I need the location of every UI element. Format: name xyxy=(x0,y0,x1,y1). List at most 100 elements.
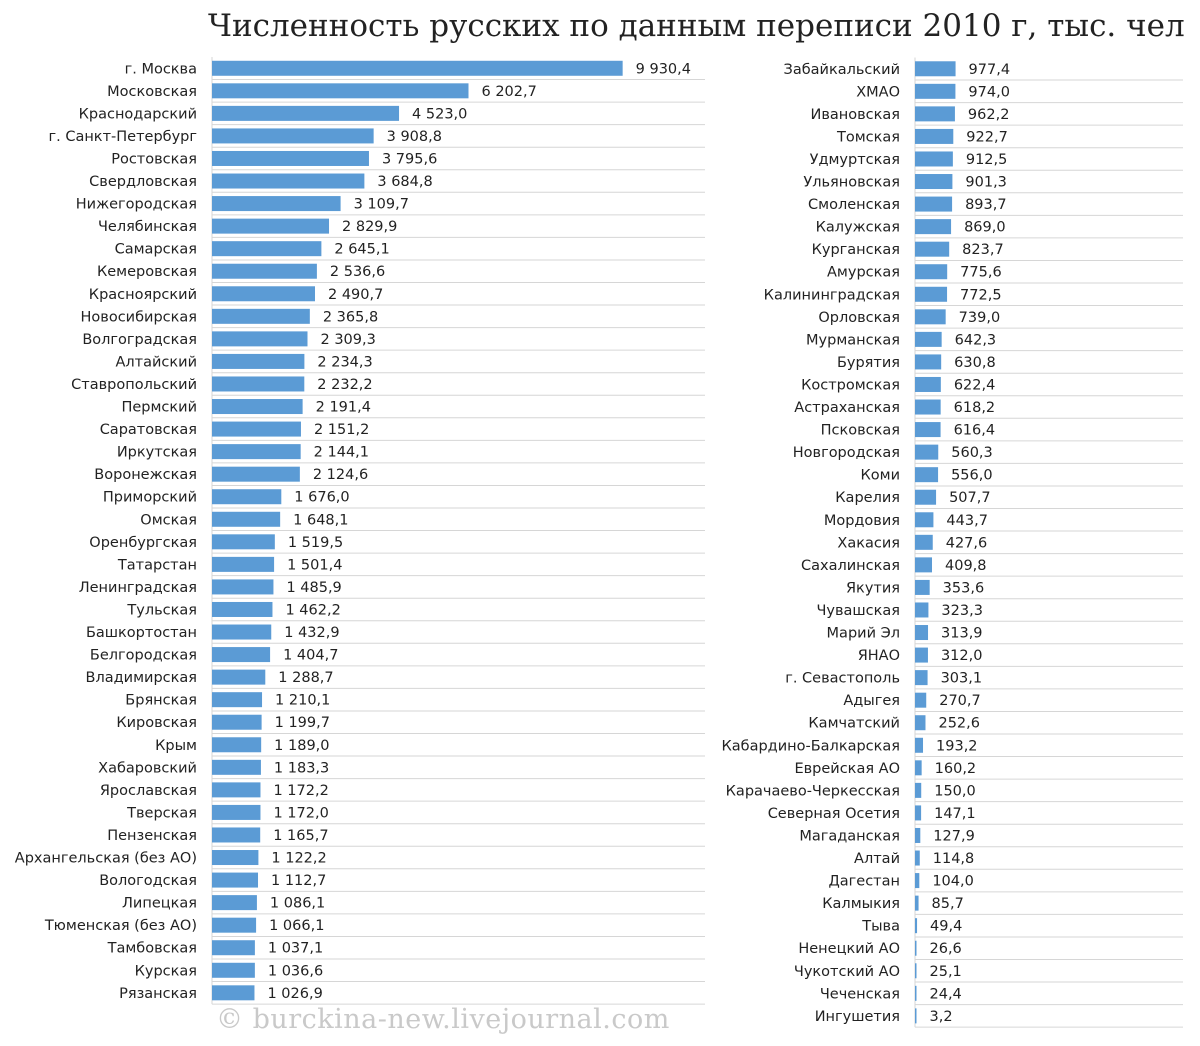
bar xyxy=(212,241,322,257)
value-label: 775,6 xyxy=(960,265,1002,281)
category-label: Костромская xyxy=(801,377,900,393)
category-label: Нижегородская xyxy=(76,197,197,213)
bar xyxy=(915,1008,917,1024)
category-label: Саратовская xyxy=(100,422,197,438)
chart-title: Численность русских по данным переписи 2… xyxy=(208,8,1185,44)
bar xyxy=(915,106,955,122)
category-label: Курганская xyxy=(812,242,900,258)
value-label: 3,2 xyxy=(930,1009,953,1025)
value-label: 353,6 xyxy=(943,580,985,596)
value-label: 869,0 xyxy=(964,220,1006,236)
bar xyxy=(212,511,281,527)
category-label: Ставропольский xyxy=(71,377,197,393)
category-label: Белгородская xyxy=(90,648,197,664)
category-label: Тыва xyxy=(861,919,900,935)
value-label: 901,3 xyxy=(965,175,1007,191)
category-label: Орловская xyxy=(818,310,900,326)
value-label: 427,6 xyxy=(946,535,988,551)
value-label: 630,8 xyxy=(954,355,996,371)
category-label: Татарстан xyxy=(117,557,197,573)
bar xyxy=(915,895,919,911)
category-label: Рязанская xyxy=(119,986,197,1002)
bar xyxy=(915,128,954,144)
bar xyxy=(915,579,930,595)
category-label: Ростовская xyxy=(111,151,197,167)
value-label: 1 462,2 xyxy=(285,602,340,618)
bar xyxy=(212,399,303,415)
bar xyxy=(212,83,469,99)
category-label: г. Санкт-Петербург xyxy=(48,129,197,145)
category-label: Сахалинская xyxy=(801,558,900,574)
value-label: 2 151,2 xyxy=(314,422,369,438)
category-label: Башкортостан xyxy=(86,625,197,641)
bar xyxy=(212,692,263,708)
bar xyxy=(212,489,282,505)
value-label: 270,7 xyxy=(939,693,981,709)
value-label: 1 210,1 xyxy=(275,693,330,709)
category-label: Хабаровский xyxy=(98,760,197,776)
value-label: 147,1 xyxy=(934,806,976,822)
bar xyxy=(915,534,933,550)
value-label: 1 026,9 xyxy=(267,986,322,1002)
value-label: 9 930,4 xyxy=(636,61,691,77)
category-label: Чеченская xyxy=(820,986,900,1002)
category-label: Тюменская (без АО) xyxy=(44,918,197,934)
bar xyxy=(212,759,261,775)
category-label: Кировская xyxy=(116,715,197,731)
bar xyxy=(212,940,255,956)
category-label: Удмуртская xyxy=(810,152,900,168)
bar xyxy=(212,556,275,572)
value-label: 150,0 xyxy=(934,783,976,799)
bar xyxy=(212,105,400,121)
category-label: Камчатский xyxy=(808,716,900,732)
category-label: Московская xyxy=(107,84,197,100)
category-label: Приморский xyxy=(103,490,197,506)
value-label: 974,0 xyxy=(968,84,1010,100)
value-label: 823,7 xyxy=(962,242,1004,258)
bar xyxy=(212,218,330,234)
bar xyxy=(915,331,942,347)
value-label: 977,4 xyxy=(969,62,1011,78)
bar xyxy=(915,309,946,325)
value-label: 2 309,3 xyxy=(320,332,375,348)
value-label: 1 485,9 xyxy=(286,580,341,596)
bar xyxy=(212,286,315,302)
bar xyxy=(212,421,301,437)
value-label: 1 037,1 xyxy=(268,941,323,957)
value-label: 962,2 xyxy=(968,107,1010,123)
value-label: 2 490,7 xyxy=(328,287,383,303)
category-label: Еврейская АО xyxy=(794,761,900,777)
category-label: Крым xyxy=(155,738,197,754)
bar xyxy=(212,601,273,617)
category-label: Брянская xyxy=(125,693,197,709)
value-label: 3 684,8 xyxy=(377,174,432,190)
category-label: Мордовия xyxy=(824,513,900,529)
bar xyxy=(212,714,262,730)
bar xyxy=(915,286,948,302)
value-label: 104,0 xyxy=(932,874,974,890)
category-label: Кабардино-Балкарская xyxy=(721,738,900,754)
category-label: Забайкальский xyxy=(784,62,900,78)
value-label: 3 109,7 xyxy=(354,197,409,213)
category-label: Чукотский АО xyxy=(794,964,900,980)
bar xyxy=(212,534,275,550)
bar xyxy=(915,602,929,618)
value-label: 26,6 xyxy=(930,941,962,957)
value-label: 193,2 xyxy=(936,738,978,754)
category-label: Воронежская xyxy=(94,467,197,483)
category-label: Амурская xyxy=(827,265,900,281)
bar xyxy=(915,422,941,438)
value-label: 1 199,7 xyxy=(275,715,330,731)
bar xyxy=(212,850,259,866)
category-label: Омская xyxy=(140,512,197,528)
category-label: Астраханская xyxy=(794,400,900,416)
bar xyxy=(915,670,928,686)
value-label: 1 172,2 xyxy=(273,783,328,799)
value-label: 618,2 xyxy=(954,400,996,416)
value-label: 49,4 xyxy=(930,919,962,935)
bar xyxy=(915,196,953,212)
category-label: Калининградская xyxy=(764,287,900,303)
bar xyxy=(915,489,937,505)
value-label: 2 144,1 xyxy=(314,445,369,461)
